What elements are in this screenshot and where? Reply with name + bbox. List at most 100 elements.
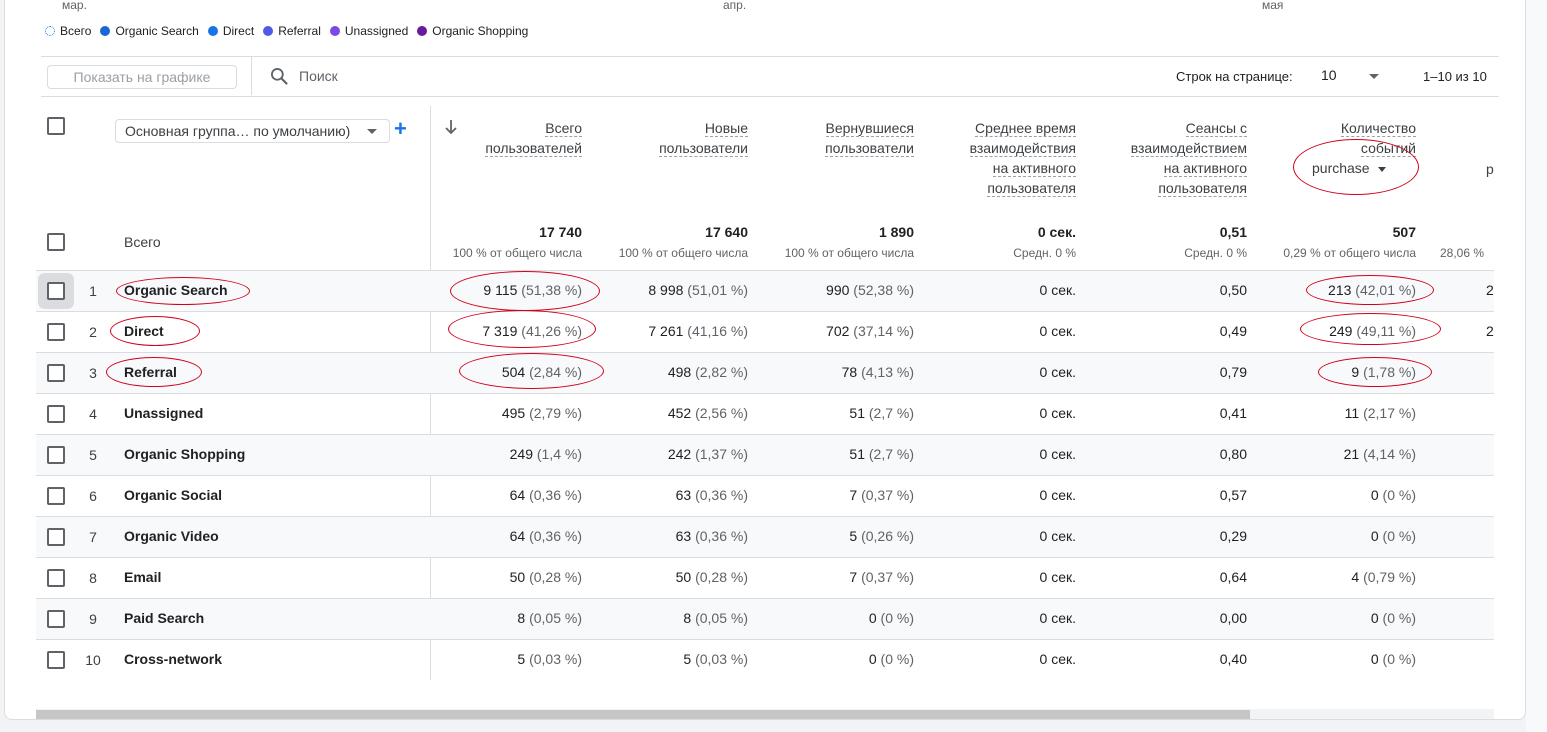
cell-percent: (41,26 %) [521,323,582,339]
table-cell: 8 (0,05 %) [598,610,748,626]
cell-value: 0,00 [1219,610,1247,626]
cell-value: 0,29 [1219,528,1247,544]
legend-item-total[interactable]: Всего [45,24,91,38]
row-checkbox[interactable] [47,364,65,382]
event-name-select[interactable]: purchase [1312,160,1386,176]
table-row[interactable]: 5 Organic Shopping 249 (1,4 %) 242 (1,37 %)… [36,434,1494,475]
table-cell: 7 (0,37 %) [764,569,914,585]
cell-percent: (0,28 %) [529,569,582,585]
legend-item-organic-search[interactable]: Organic Search [100,24,199,38]
legend-item-organic-shopping[interactable]: Organic Shopping [417,24,528,38]
cell-value: 63 [675,528,692,544]
table-cell: 4 (0,79 %) [1262,569,1416,585]
dimension-select-value: Основная группа… по умолчанию) [125,123,351,139]
row-checkbox[interactable] [47,282,65,300]
row-channel-name[interactable]: Direct [124,323,164,339]
cell-value: 0 сек. [1039,487,1076,503]
row-channel-name[interactable]: Organic Video [124,528,219,544]
table-row[interactable]: 8 Email 50 (0,28 %) 50 (0,28 %) 7 (0,37 %) 0 … [36,557,1494,598]
cell-value: 0,57 [1219,487,1247,503]
cell-value: 8 998 [648,282,684,298]
search-input[interactable] [299,66,499,86]
row-channel-name[interactable]: Cross-network [124,651,223,667]
row-channel-name[interactable]: Organic Social [124,487,223,503]
table-row[interactable]: 3 Referral 504 (2,84 %) 498 (2,82 %) 78 (4,1… [36,352,1494,393]
legend-dot-icon [417,26,428,36]
chevron-down-icon [367,129,377,134]
column-header-avg-engagement-time[interactable]: Среднее время взаимодействия на активного п… [969,120,1076,197]
select-all-checkbox[interactable] [47,117,65,135]
cell-percent: (2,7 %) [868,405,914,421]
table-cell: 64 (0,36 %) [432,487,582,503]
row-checkbox[interactable] [47,651,65,669]
search-icon[interactable] [269,66,289,86]
legend-item-direct[interactable]: Direct [207,24,254,38]
row-channel-name[interactable]: Organic Search [124,282,228,298]
row-channel-name[interactable]: Paid Search [124,610,205,626]
partial-cell: 2 [1486,323,1494,339]
cell-percent: (0,03 %) [695,651,748,667]
table-cell: 242 (1,37 %) [598,446,748,462]
table-row[interactable]: 7 Organic Video 64 (0,36 %) 63 (0,36 %) 5 (0… [36,516,1494,557]
row-checkbox[interactable] [47,569,65,587]
row-number: 4 [89,406,97,422]
row-channel-name[interactable]: Email [124,569,162,585]
row-checkbox[interactable] [47,405,65,423]
legend-label: Unassigned [344,24,409,38]
table-row[interactable]: 6 Organic Social 64 (0,36 %) 63 (0,36 %) 7 (… [36,475,1494,516]
dimension-select[interactable]: Основная группа… по умолчанию) [115,119,390,143]
row-channel-name[interactable]: Organic Shopping [124,446,246,462]
cell-value: 7 [849,487,858,503]
horizontal-scrollbar-thumb[interactable] [36,710,1250,719]
row-checkbox[interactable] [47,487,65,505]
rows-per-page-select[interactable]: 10 [1321,67,1385,87]
legend-dot-icon [263,26,274,36]
cell-value: 50 [509,569,526,585]
cell-percent: (0 %) [880,651,914,667]
table-cell: 0 сек. [930,651,1076,667]
table-cell: 0 сек. [930,323,1076,339]
cell-percent: (2,79 %) [529,405,582,421]
chart-legend: Всего Organic Search Direct Referral Una… [45,24,537,38]
table-cell: 702 (37,14 %) [764,323,914,339]
cell-value: 7 319 [482,323,518,339]
cell-percent: (41,16 %) [687,323,748,339]
cell-percent: (0,28 %) [695,569,748,585]
column-header-returning-users[interactable]: Вернувшиеся пользователи [825,120,914,157]
table-row[interactable]: 2 Direct 7 319 (41,26 %) 7 261 (41,16 %) 702… [36,311,1494,352]
table-cell: 5 (0,03 %) [598,651,748,667]
column-header-new-users[interactable]: Новые пользователи [659,120,748,157]
row-checkbox[interactable] [47,610,65,628]
legend-item-unassigned[interactable]: Unassigned [329,24,409,38]
row-checkbox[interactable] [47,528,65,546]
column-header-total-users[interactable]: Всего пользователей [485,120,582,157]
legend-dot-icon [100,26,111,36]
table-row[interactable]: 1 Organic Search 9 115 (51,38 %) 8 998 (51,… [36,270,1494,311]
column-header-engaged-sessions[interactable]: Сеансы с взаимодействием на активного польз… [1130,120,1247,197]
table-cell: 504 (2,84 %) [432,364,582,380]
chevron-down-icon [1369,74,1379,79]
row-channel-name[interactable]: Referral [124,364,177,380]
column-header-event-count[interactable]: Количество событий [1340,120,1416,157]
cell-value: 242 [667,446,692,462]
row-channel-name[interactable]: Unassigned [124,405,204,421]
table-cell: 495 (2,79 %) [432,405,582,421]
cell-percent: (0,05 %) [695,610,748,626]
sort-descending-icon[interactable] [444,119,458,135]
add-dimension-icon[interactable]: + [394,116,407,141]
total-row-checkbox[interactable] [47,233,65,251]
cell-value: 5 [683,651,692,667]
row-checkbox[interactable] [47,323,65,341]
table-cell: 990 (52,38 %) [764,282,914,298]
show-on-chart-button[interactable]: Показать на графике [47,65,237,89]
row-checkbox[interactable] [47,446,65,464]
cell-percent: (4,13 %) [861,364,914,380]
cell-percent: (51,01 %) [687,282,748,298]
cell-percent: (2,7 %) [868,446,914,462]
table-row[interactable]: 9 Paid Search 8 (0,05 %) 8 (0,05 %) 0 (0 %) 0… [36,598,1494,639]
table-cell: 7 319 (41,26 %) [432,323,582,339]
table-row[interactable]: 4 Unassigned 495 (2,79 %) 452 (2,56 %) 51 (2… [36,393,1494,434]
table-row[interactable]: 10 Cross-network 5 (0,03 %) 5 (0,03 %) 0 (0 … [36,639,1494,680]
event-select-value: purchase [1312,160,1370,176]
legend-item-referral[interactable]: Referral [263,24,321,38]
